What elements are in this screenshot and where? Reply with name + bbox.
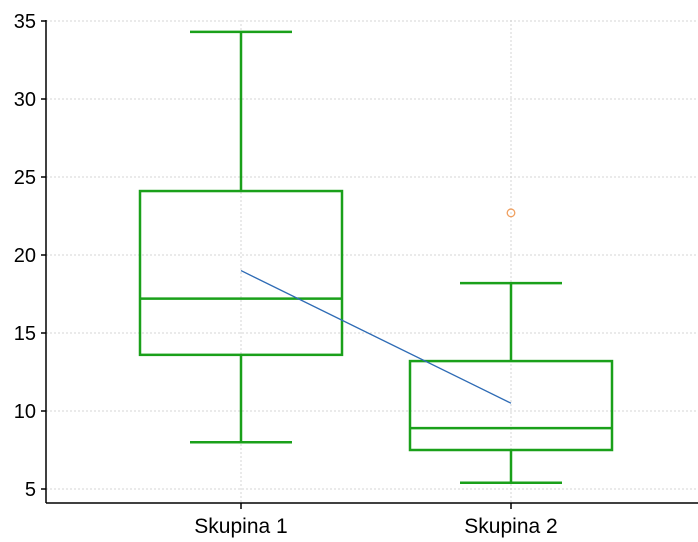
mean-layer (241, 271, 511, 404)
y-tick-label: 20 (14, 245, 36, 267)
y-tick-label: 35 (14, 11, 36, 33)
grid-layer (46, 20, 698, 503)
y-tick-label: 5 (25, 479, 36, 501)
box-layer (140, 32, 612, 483)
y-tick-label: 25 (14, 167, 36, 189)
x-category-label: Skupina 1 (194, 515, 287, 538)
y-tick-label: 10 (14, 401, 36, 423)
y-tick-label: 30 (14, 89, 36, 111)
label-layer: 5 10 15 20 25 30 35 Skupina 1 Skupina 2 (14, 11, 558, 538)
x-category-label: Skupina 2 (464, 515, 557, 538)
y-tick-label: 15 (14, 323, 36, 345)
mean-connecting-line (241, 271, 511, 404)
